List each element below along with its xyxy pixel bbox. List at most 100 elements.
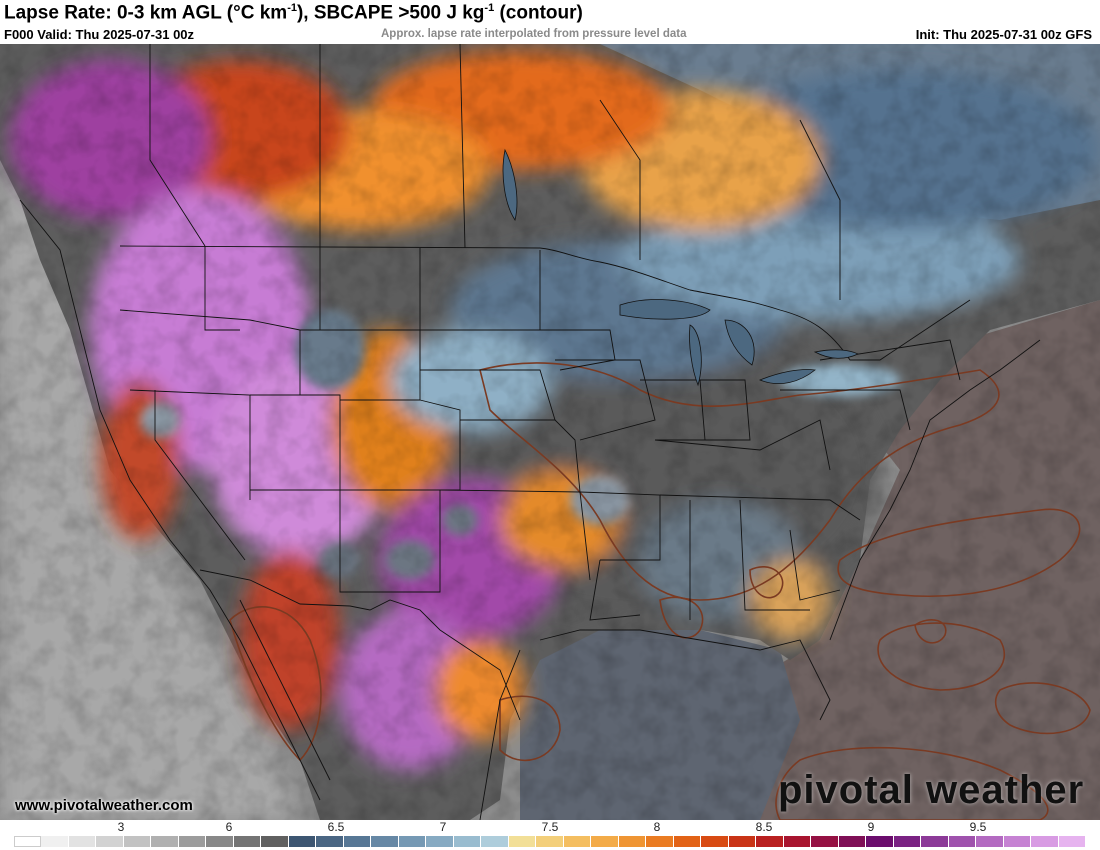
lake-erie bbox=[758, 369, 816, 384]
colorbar-cell bbox=[343, 836, 372, 847]
state-line bbox=[579, 491, 661, 561]
colorbar-label: 6 bbox=[225, 820, 233, 834]
cape-contour bbox=[749, 565, 784, 599]
state-line bbox=[419, 330, 556, 421]
colorbar-cell bbox=[866, 836, 894, 847]
coastline bbox=[539, 629, 831, 721]
colorbar-cell bbox=[508, 836, 537, 847]
state-line bbox=[819, 339, 961, 381]
colorbar-label: 8.5 bbox=[755, 820, 773, 834]
lake-michigan bbox=[689, 324, 702, 387]
colorbar-cell bbox=[68, 836, 97, 847]
colorbar-cell bbox=[206, 836, 234, 847]
state-line bbox=[340, 399, 461, 491]
colorbar-label: 3 bbox=[117, 820, 125, 834]
colorbar-cell bbox=[563, 836, 592, 847]
colorbar-cell bbox=[591, 836, 619, 847]
map-header: Lapse Rate: 0-3 km AGL (°C km-1), SBCAPE… bbox=[0, 0, 1100, 44]
map-title: Lapse Rate: 0-3 km AGL (°C km-1), SBCAPE… bbox=[4, 2, 583, 24]
state-line bbox=[780, 389, 911, 431]
colorbar-cell bbox=[398, 836, 427, 847]
state-line bbox=[555, 359, 656, 441]
cape-contour bbox=[499, 695, 561, 762]
state-line bbox=[654, 419, 831, 471]
colorbar-label: 7.5 bbox=[541, 820, 559, 834]
lake-winnipeg bbox=[502, 148, 518, 221]
colorbar-label: 6.5 bbox=[327, 820, 345, 834]
colorbar-cell bbox=[426, 836, 454, 847]
colorbar-cell bbox=[288, 836, 317, 847]
state-line bbox=[739, 499, 810, 611]
colorbar-label: 9.5 bbox=[969, 820, 987, 834]
lake-superior bbox=[619, 299, 711, 320]
pivotal-weather-logo: pivotal weather bbox=[778, 768, 1085, 812]
canada-province-line bbox=[599, 99, 641, 260]
colorbar-cell bbox=[453, 836, 482, 847]
colorbar-cell bbox=[178, 836, 207, 847]
cape-contour bbox=[659, 596, 704, 639]
state-line bbox=[789, 529, 841, 601]
colorbar-cell bbox=[921, 836, 949, 847]
lake-ontario bbox=[813, 349, 859, 359]
canada-province-line bbox=[799, 119, 841, 300]
init-time: Init: Thu 2025-07-31 00z GFS bbox=[915, 27, 1092, 42]
colorbar-cell bbox=[261, 836, 289, 847]
state-line bbox=[204, 246, 240, 331]
colorbar-cell bbox=[123, 836, 152, 847]
colorbar-cell bbox=[646, 836, 674, 847]
colorbar-cell bbox=[481, 836, 509, 847]
cape-contour bbox=[994, 682, 1091, 735]
state-line bbox=[460, 419, 581, 493]
colorbar-cell bbox=[233, 836, 262, 847]
us-canada-border bbox=[119, 245, 971, 361]
canada-province-line bbox=[149, 44, 206, 247]
colorbar-cell bbox=[14, 836, 42, 847]
colorbar-cell bbox=[151, 836, 179, 847]
canada-province-line bbox=[459, 44, 466, 249]
colorbar-cell bbox=[756, 836, 784, 847]
colorbar-cell bbox=[811, 836, 839, 847]
state-line bbox=[540, 329, 616, 371]
cape-contour bbox=[837, 508, 1081, 598]
watermark-url: www.pivotalweather.com bbox=[15, 797, 193, 814]
coastline bbox=[19, 199, 321, 801]
state-line bbox=[419, 248, 541, 331]
state-line bbox=[154, 390, 246, 561]
colorbar-cell bbox=[673, 836, 702, 847]
state-line bbox=[589, 559, 641, 621]
colorbar-label: 9 bbox=[867, 820, 875, 834]
colorbar-labels: 3 6 6.5 7 7.5 8 8.5 9 9.5 bbox=[0, 820, 1100, 834]
state-line bbox=[339, 490, 441, 593]
colorbar-cell bbox=[893, 836, 922, 847]
colorbar-cell bbox=[371, 836, 399, 847]
cape-contour bbox=[229, 606, 322, 762]
colorbar-cell bbox=[618, 836, 647, 847]
state-line bbox=[250, 394, 341, 491]
colorbar-cell bbox=[96, 836, 124, 847]
colorbar-cell bbox=[728, 836, 757, 847]
colorbar-cell bbox=[316, 836, 344, 847]
state-line bbox=[640, 379, 706, 441]
state-line bbox=[119, 309, 301, 331]
colorbar-cell bbox=[948, 836, 977, 847]
colorbar-cell bbox=[1031, 836, 1059, 847]
colorbar-cell bbox=[1058, 836, 1086, 847]
interpolation-note: Approx. lapse rate interpolated from pre… bbox=[381, 28, 687, 40]
colorbar-cell bbox=[1003, 836, 1032, 847]
coastline bbox=[479, 649, 521, 820]
colorbar-label: 8 bbox=[653, 820, 661, 834]
valid-time: F000 Valid: Thu 2025-07-31 00z bbox=[4, 27, 195, 42]
colorbar-label: 7 bbox=[439, 820, 447, 834]
colorbar-cell bbox=[536, 836, 564, 847]
colorbar-cell bbox=[976, 836, 1004, 847]
colorbar-cell bbox=[41, 836, 69, 847]
coastline bbox=[239, 599, 331, 781]
state-line bbox=[659, 494, 861, 521]
colorbar-cell bbox=[783, 836, 812, 847]
coastline bbox=[829, 339, 1041, 641]
colorbar-cell bbox=[701, 836, 729, 847]
colorbar-cell bbox=[838, 836, 867, 847]
lake-huron bbox=[724, 319, 755, 366]
cape-contour bbox=[479, 362, 1000, 601]
us-mexico-border bbox=[199, 569, 521, 721]
